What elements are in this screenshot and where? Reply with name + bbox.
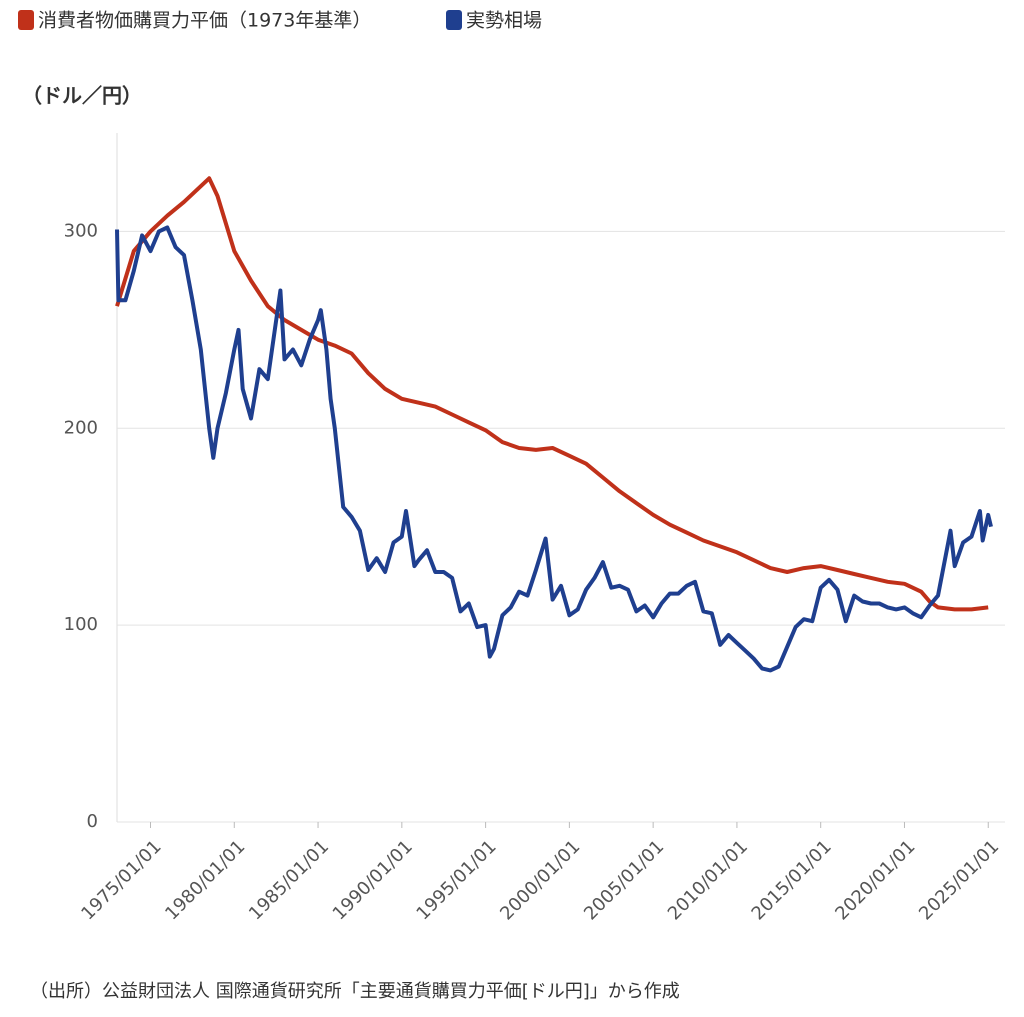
source-note: （出所）公益財団法人 国際通貨研究所「主要通貨購買力平価[ドル円]」から作成 (30, 981, 680, 1002)
x-tick-label: 2020/01/01 (831, 836, 919, 924)
x-tick-label: 2000/01/01 (496, 836, 584, 924)
x-tick-label: 2025/01/01 (915, 836, 1003, 924)
legend-label: 消費者物価購買力平価（1973年基準） (38, 10, 371, 32)
series-line (115, 225, 993, 673)
legend-swatch (18, 10, 34, 30)
y-tick-label: 0 (87, 811, 98, 832)
x-tick-label: 1985/01/01 (245, 836, 333, 924)
x-tick-label: 1975/01/01 (77, 836, 165, 924)
y-axis-label: （ドル／円） (22, 84, 142, 108)
legend-label: 実勢相場 (466, 10, 542, 32)
x-tick-label: 1995/01/01 (412, 836, 500, 924)
x-tick-label: 2005/01/01 (580, 836, 668, 924)
x-tick-label: 1990/01/01 (329, 836, 417, 924)
x-tick-label: 2010/01/01 (664, 836, 752, 924)
x-tick-label: 1980/01/01 (161, 836, 249, 924)
y-tick-label: 300 (64, 220, 98, 241)
x-tick-label: 2015/01/01 (748, 836, 836, 924)
legend-swatch (446, 10, 462, 30)
y-tick-label: 100 (64, 614, 98, 635)
y-tick-label: 200 (64, 417, 98, 438)
series-line (115, 176, 989, 612)
